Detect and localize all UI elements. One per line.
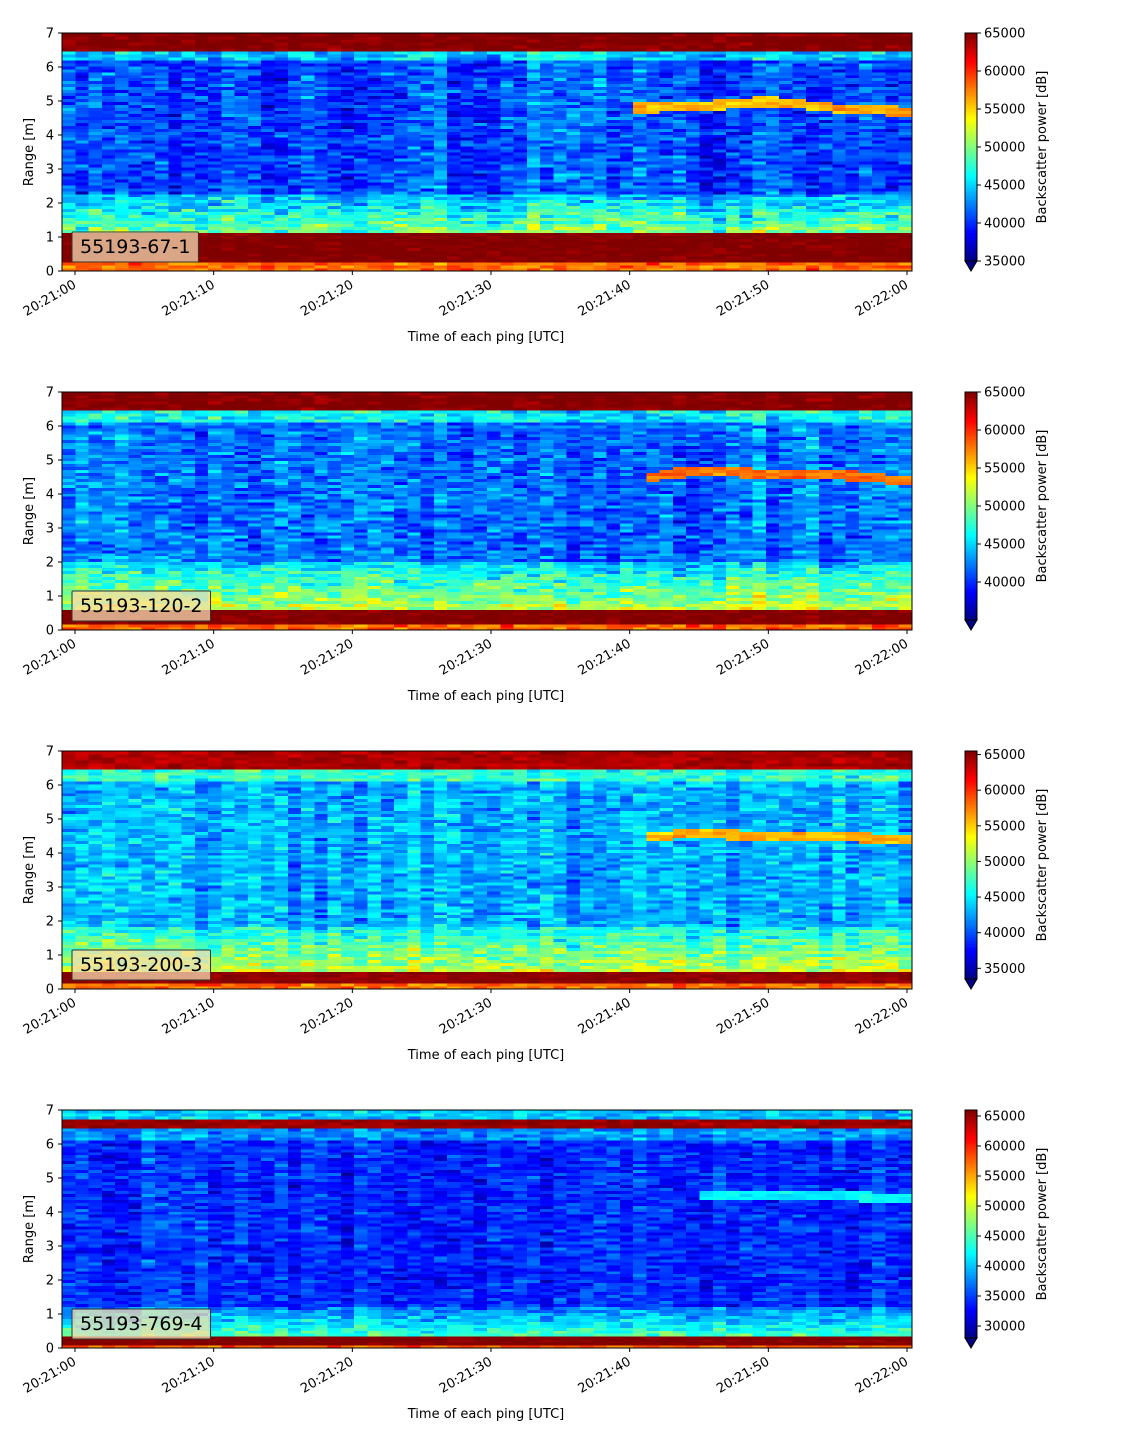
heatmap-cell (739, 33, 753, 37)
heatmap-cell (142, 33, 156, 37)
heatmap-cell (195, 33, 209, 37)
heatmap-cell (713, 33, 727, 37)
heatmap-cell (447, 33, 461, 37)
heatmap-cell (115, 33, 129, 37)
heatmap-cell (487, 33, 501, 37)
heatmap-cell (593, 33, 607, 37)
heatmap-cell (62, 33, 76, 37)
heatmap-cell (128, 33, 142, 37)
heatmap-cell (686, 33, 700, 37)
heatmap-cell (182, 33, 196, 37)
heatmap-cell (567, 33, 581, 37)
heatmap-cell (168, 33, 182, 37)
heatmap-cell (434, 33, 448, 37)
heatmap-cell (527, 33, 541, 37)
heatmap-cell (620, 33, 634, 37)
heatmap-cell (673, 33, 687, 37)
heatmap-cell (792, 33, 806, 37)
heatmap-cell (407, 33, 421, 37)
heatmap-cell (819, 33, 833, 37)
heatmap-cell (314, 33, 328, 37)
heatmap-cell (540, 33, 554, 37)
heatmap-cell (155, 33, 169, 37)
heatmap-cell (381, 33, 395, 37)
heatmap-cell (248, 33, 262, 37)
heatmap-cell (235, 33, 249, 37)
heatmap-cell (580, 33, 594, 37)
heatmap-cell (474, 33, 488, 37)
heatmap-cell (660, 33, 674, 37)
heatmap-cell (208, 33, 222, 37)
heatmap-cell (766, 33, 780, 37)
heatmap-cell (700, 33, 714, 37)
heatmap-cell (779, 33, 793, 37)
heatmap-cell (75, 33, 89, 37)
heatmap-cell (859, 33, 873, 37)
heatmap-cell (753, 33, 767, 37)
heatmap-cell (301, 33, 315, 37)
heatmap-cell (646, 33, 660, 37)
heatmap-cell (89, 33, 103, 37)
heatmap-cell (872, 33, 886, 37)
heatmap-cell (354, 33, 368, 37)
heatmap-cell (394, 33, 408, 37)
heatmap-cell (726, 33, 740, 37)
heatmap-cell (341, 33, 355, 37)
heatmap-cell (221, 33, 235, 37)
heatmap-cell (102, 33, 116, 37)
heatmap-cell (514, 33, 528, 37)
heatmap-cell (633, 33, 647, 37)
heatmap-cell (553, 33, 567, 37)
heatmap-cell (806, 33, 820, 37)
heatmap-cell (328, 33, 342, 37)
heatmap-cell (367, 33, 381, 37)
heatmap-cell (846, 33, 860, 37)
heatmap-cell (288, 33, 302, 37)
heatmap-cell (460, 33, 474, 37)
heatmap-cell (607, 33, 621, 37)
heatmap-cell (421, 33, 435, 37)
heatmap-cell (832, 33, 846, 37)
heatmap-cell (261, 33, 275, 37)
heatmap-cell (500, 33, 514, 37)
heatmap-cell (275, 33, 289, 37)
